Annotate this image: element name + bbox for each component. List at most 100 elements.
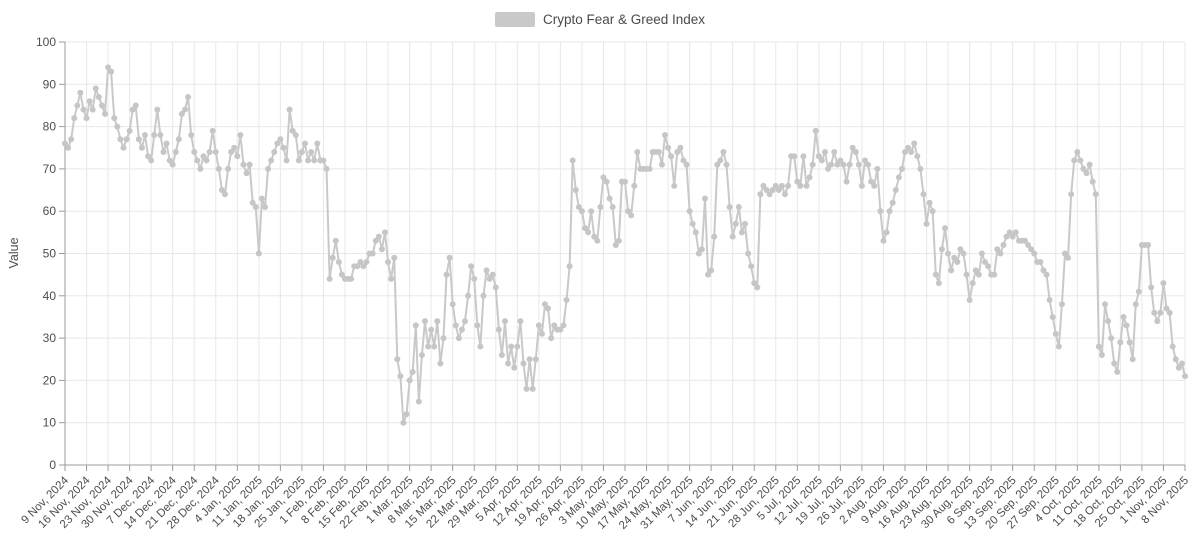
data-point: [957, 246, 964, 253]
data-point: [745, 250, 752, 257]
data-point: [609, 203, 616, 210]
data-point: [142, 132, 148, 139]
data-point: [948, 267, 955, 274]
data-point: [800, 153, 807, 160]
data-point: [1178, 360, 1185, 367]
series-crypto-fear-greed: [62, 64, 1188, 426]
data-point: [492, 284, 499, 291]
data-point: [105, 64, 112, 71]
data-point: [812, 127, 819, 134]
data-point: [742, 220, 748, 227]
data-point: [794, 178, 801, 185]
data-point: [517, 318, 524, 325]
data-point: [412, 322, 419, 329]
data-point: [326, 275, 333, 282]
data-point: [286, 106, 293, 113]
data-point: [1000, 242, 1007, 249]
data-point: [874, 165, 881, 172]
data-point: [1058, 301, 1065, 308]
data-point: [738, 229, 745, 236]
data-point: [1172, 356, 1179, 363]
data-point: [178, 110, 185, 117]
data-point: [606, 195, 613, 202]
data-point: [163, 140, 170, 147]
data-point: [997, 250, 1004, 257]
data-point: [449, 301, 456, 308]
data-point: [594, 237, 601, 244]
data-point: [991, 271, 998, 278]
data-point: [695, 250, 702, 257]
data-point: [388, 275, 395, 282]
data-point: [148, 157, 155, 164]
data-point: [658, 161, 665, 168]
data-point: [511, 364, 518, 371]
data-point: [557, 326, 564, 333]
data-point: [846, 161, 853, 168]
data-point: [489, 271, 496, 278]
data-point: [680, 157, 687, 164]
data-point: [498, 352, 505, 359]
y-tick-label: 40: [43, 289, 57, 303]
data-point: [535, 322, 542, 329]
data-point: [268, 157, 275, 164]
data-point: [502, 318, 508, 325]
data-point: [455, 335, 462, 342]
data-point: [597, 203, 604, 210]
data-point: [375, 233, 382, 240]
data-point: [89, 106, 96, 113]
data-point: [1068, 191, 1075, 198]
data-point: [603, 178, 610, 185]
data-point: [723, 161, 730, 168]
data-point: [1117, 339, 1124, 346]
data-point: [631, 182, 638, 189]
data-point: [1129, 356, 1136, 363]
data-point: [1120, 313, 1127, 320]
data-point: [563, 297, 570, 304]
data-point: [726, 203, 733, 210]
data-point: [120, 144, 127, 151]
data-point: [665, 144, 672, 151]
data-point: [185, 93, 192, 100]
data-point: [265, 165, 272, 172]
data-point: [612, 242, 619, 249]
y-tick-label: 80: [43, 120, 57, 134]
data-point: [385, 258, 392, 265]
data-point: [305, 157, 312, 164]
data-point: [514, 343, 521, 350]
data-point: [95, 93, 102, 100]
data-point: [138, 144, 145, 151]
data-point: [914, 153, 921, 160]
y-tick-label: 70: [43, 162, 57, 176]
data-point: [877, 208, 884, 215]
data-point: [865, 161, 872, 168]
data-point: [548, 335, 555, 342]
data-point: [705, 271, 712, 278]
data-point: [797, 182, 804, 189]
data-point: [348, 275, 355, 282]
data-point: [898, 165, 905, 172]
data-point: [243, 170, 250, 177]
data-point: [911, 140, 918, 147]
data-point: [951, 254, 958, 261]
data-point: [560, 322, 567, 329]
data-point: [748, 263, 755, 270]
data-point: [458, 326, 465, 333]
data-point: [803, 182, 810, 189]
data-point: [655, 148, 662, 155]
data-point: [1095, 343, 1102, 350]
y-tick-label: 0: [49, 458, 56, 472]
data-point: [855, 161, 862, 168]
data-point: [197, 165, 204, 172]
data-point: [926, 199, 933, 206]
data-point: [520, 360, 527, 367]
data-point: [825, 165, 832, 172]
data-point: [542, 301, 548, 308]
data-point: [114, 123, 121, 130]
data-point: [108, 68, 115, 75]
legend-item[interactable]: Crypto Fear & Greed Index: [0, 12, 1200, 27]
data-point: [452, 322, 459, 329]
data-point: [674, 148, 681, 155]
data-point: [671, 182, 678, 189]
